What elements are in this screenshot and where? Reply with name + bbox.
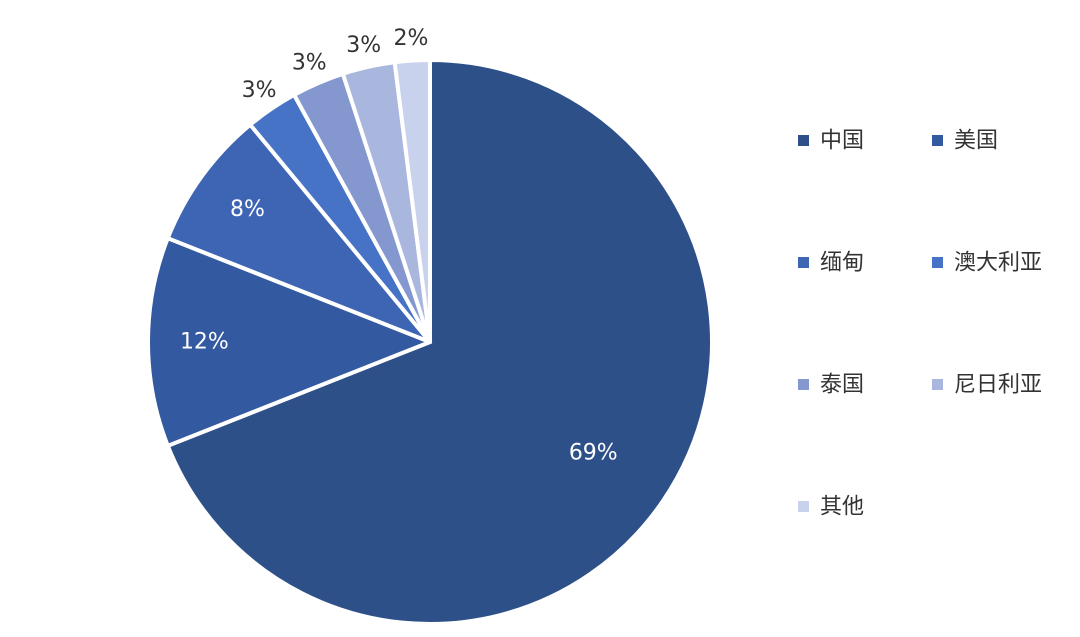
- legend-item: 中国: [798, 129, 864, 154]
- legend-label: 缅甸: [820, 251, 864, 276]
- data-label-4: 3%: [242, 78, 277, 103]
- legend-item: 澳大利亚: [932, 251, 1042, 276]
- data-label-5: 3%: [292, 51, 327, 76]
- legend-item: 泰国: [798, 373, 864, 398]
- legend-item: 缅甸: [798, 251, 864, 276]
- pie-slice-1: [165, 58, 714, 626]
- data-label-6: 3%: [346, 33, 381, 58]
- legend-swatch: [798, 379, 809, 390]
- legend-label: 澳大利亚: [954, 251, 1042, 276]
- pie-slice-7: [392, 58, 432, 344]
- legend-swatch: [932, 379, 943, 390]
- pie-data-labels: 69% 12% 8% 3% 3% 3% 2%: [180, 26, 618, 465]
- legend-swatch: [932, 257, 943, 268]
- legend-label: 美国: [954, 129, 998, 154]
- legend-label: 其他: [820, 495, 864, 520]
- data-label-2: 12%: [180, 330, 229, 355]
- pie-slices: [146, 58, 714, 626]
- legend-label: 尼日利亚: [954, 373, 1042, 398]
- legend-swatch: [798, 501, 809, 512]
- legend-item: 其他: [798, 495, 864, 520]
- legend-swatch: [798, 257, 809, 268]
- legend-label: 中国: [820, 129, 864, 154]
- pie-slice-2: [146, 236, 432, 448]
- legend-item: 尼日利亚: [932, 373, 1042, 398]
- legend-swatch: [932, 135, 943, 146]
- data-label-3: 8%: [230, 197, 265, 222]
- legend-swatch: [798, 135, 809, 146]
- data-label-7: 2%: [393, 26, 428, 51]
- legend-label: 泰国: [820, 373, 864, 398]
- pie-slice-3: [165, 122, 432, 344]
- legend-item: 美国: [932, 129, 998, 154]
- data-label-1: 69%: [569, 440, 618, 465]
